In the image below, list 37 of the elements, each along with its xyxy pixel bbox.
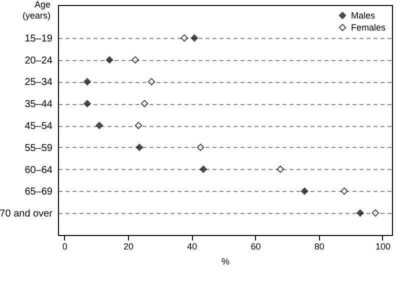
- point: [340, 188, 348, 195]
- y-tick-label: 70 and over: [0, 208, 54, 220]
- y-tick-label: 55–59: [24, 142, 53, 154]
- point: [84, 78, 91, 86]
- point: [276, 166, 284, 173]
- x-tick-label: 0: [62, 242, 68, 252]
- x-tick-label: 80: [314, 242, 324, 252]
- y-tick-label: 15–19: [24, 33, 53, 44]
- point: [136, 144, 144, 152]
- y-tick-label: 20–24: [24, 55, 53, 66]
- point: [140, 100, 148, 108]
- point: [106, 56, 114, 64]
- point: [356, 209, 364, 217]
- y-tick-label: 35–44: [24, 99, 53, 110]
- y-axis-title: Age (years): [22, 0, 50, 20]
- y-tick-label: 60–64: [24, 164, 53, 176]
- y-tick-label: 25–34: [24, 77, 53, 88]
- point: [196, 144, 204, 152]
- point: [180, 34, 188, 42]
- x-tick-label: 40: [187, 242, 198, 252]
- point: [148, 78, 156, 86]
- x-tick-label: 20: [123, 242, 134, 252]
- y-tick-label: 45–54: [24, 121, 53, 132]
- point: [200, 166, 208, 173]
- x-tick-label: 60: [250, 242, 261, 252]
- point: [84, 100, 91, 108]
- point: [132, 56, 139, 64]
- y-tick-label: 65–69: [24, 186, 53, 198]
- point: [96, 122, 104, 130]
- point: [300, 188, 308, 195]
- x-axis-title: %: [221, 256, 230, 266]
- legend-label: Males: [351, 10, 376, 20]
- x-tick-label: 100: [375, 242, 390, 252]
- point: [372, 209, 380, 217]
- point: [134, 122, 142, 130]
- legend-label: Females: [351, 22, 386, 32]
- point: [190, 34, 198, 42]
